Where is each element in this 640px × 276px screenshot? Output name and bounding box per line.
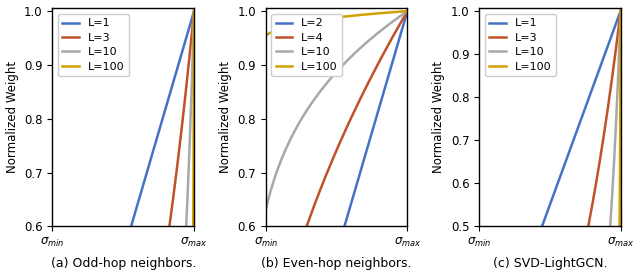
Line: L=4: L=4 <box>266 11 408 276</box>
L=10 <box>378 28 386 31</box>
Legend: L=2, L=4, L=10, L=100: L=2, L=4, L=10, L=100 <box>271 14 342 76</box>
L=4 <box>329 157 337 160</box>
L=10 <box>400 12 408 15</box>
L=100 <box>378 11 386 15</box>
L=1 <box>543 213 550 216</box>
L=100 <box>346 14 354 18</box>
L=3 <box>614 36 621 40</box>
L=4 <box>400 15 408 19</box>
L=1 <box>617 9 625 12</box>
L=3 <box>164 231 172 235</box>
L=2 <box>404 9 412 13</box>
L=4 <box>330 155 338 158</box>
L=1 <box>591 79 599 82</box>
Line: L=2: L=2 <box>266 11 408 276</box>
L=1 <box>125 232 133 235</box>
L=100 <box>339 15 346 18</box>
L=100 <box>330 16 338 20</box>
L=4 <box>346 118 354 122</box>
L=1 <box>164 97 172 100</box>
Line: L=10: L=10 <box>479 10 621 276</box>
L=1 <box>614 18 621 22</box>
L=1 <box>133 205 141 209</box>
L=2 <box>329 264 337 267</box>
Line: L=10: L=10 <box>266 11 408 210</box>
L=1 <box>543 211 551 214</box>
L=100 <box>400 10 408 13</box>
Line: L=100: L=100 <box>52 11 194 276</box>
L=4 <box>378 55 386 59</box>
X-axis label: (a) Odd-hop neighbors.: (a) Odd-hop neighbors. <box>51 258 196 270</box>
L=2 <box>339 232 346 235</box>
Y-axis label: Normalized Weight: Normalized Weight <box>432 61 445 173</box>
L=10 <box>329 74 337 77</box>
L=1 <box>116 261 124 264</box>
L=100 <box>329 16 337 20</box>
Line: L=10: L=10 <box>52 11 194 276</box>
L=10 <box>617 9 625 12</box>
L=1 <box>187 21 195 25</box>
Legend: L=1, L=3, L=10, L=100: L=1, L=3, L=10, L=100 <box>58 14 129 76</box>
L=10 <box>262 208 269 211</box>
Line: L=3: L=3 <box>479 10 621 276</box>
L=10 <box>404 9 412 13</box>
Legend: L=1, L=3, L=10, L=100: L=1, L=3, L=10, L=100 <box>484 14 556 76</box>
L=2 <box>378 97 386 100</box>
L=2 <box>346 205 354 209</box>
L=100 <box>404 9 412 13</box>
L=100 <box>190 9 198 13</box>
Y-axis label: Normalized Weight: Normalized Weight <box>6 61 19 173</box>
L=10 <box>190 9 198 13</box>
L=4 <box>339 135 346 139</box>
L=4 <box>404 9 412 13</box>
X-axis label: (c) SVD-LightGCN.: (c) SVD-LightGCN. <box>493 258 607 270</box>
Line: L=1: L=1 <box>52 11 194 276</box>
L=1 <box>552 187 559 190</box>
Line: L=100: L=100 <box>266 11 408 35</box>
Y-axis label: Normalized Weight: Normalized Weight <box>219 61 232 173</box>
L=2 <box>330 261 338 264</box>
Line: L=100: L=100 <box>479 10 621 276</box>
L=1 <box>116 264 124 267</box>
L=3 <box>187 44 195 47</box>
L=1 <box>190 9 198 13</box>
L=10 <box>614 94 621 97</box>
L=3 <box>591 187 599 190</box>
L=2 <box>400 21 408 25</box>
L=100 <box>617 9 625 12</box>
L=1 <box>559 166 567 169</box>
Line: L=3: L=3 <box>52 11 194 276</box>
L=100 <box>262 34 269 37</box>
Line: L=1: L=1 <box>479 10 621 276</box>
L=10 <box>187 115 195 118</box>
L=3 <box>190 9 198 13</box>
L=10 <box>330 73 338 76</box>
L=3 <box>617 9 625 12</box>
L=10 <box>339 64 346 67</box>
L=10 <box>346 56 354 59</box>
X-axis label: (b) Even-hop neighbors.: (b) Even-hop neighbors. <box>261 258 412 270</box>
